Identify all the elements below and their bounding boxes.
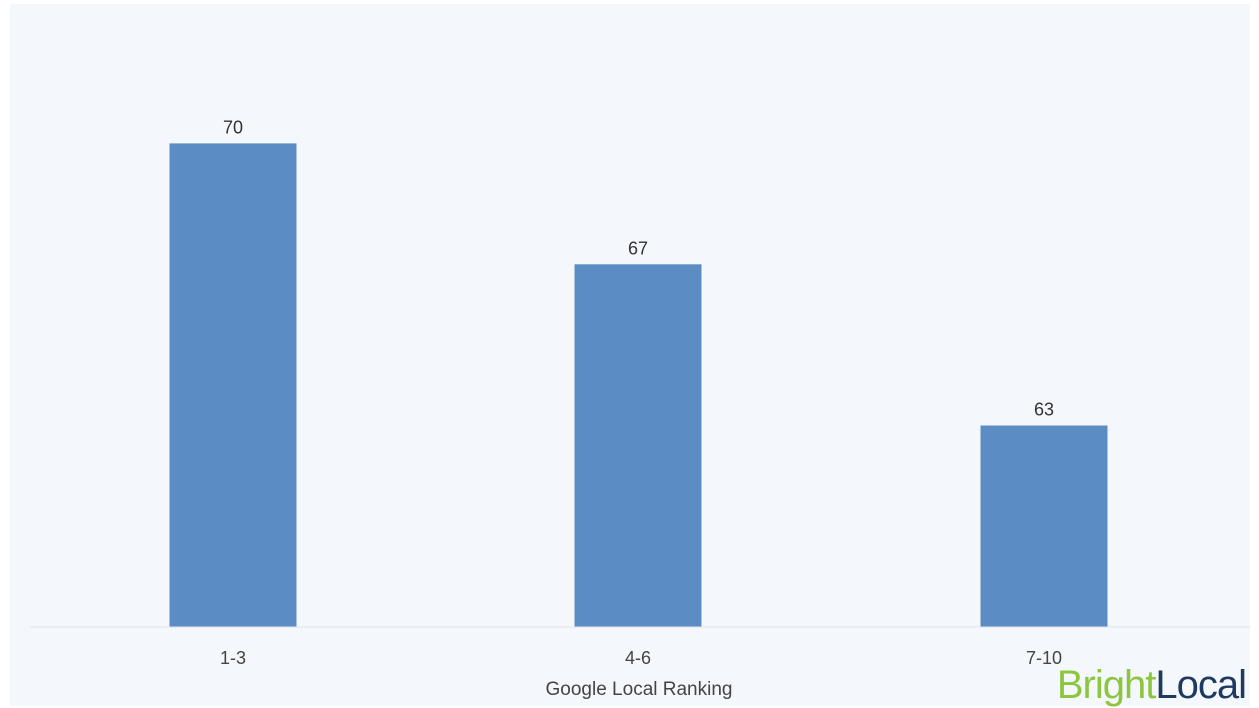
x-tick-labels: 1-3 4-6 7-10 bbox=[220, 648, 1062, 668]
x-tick-label-7-10: 7-10 bbox=[1026, 648, 1062, 668]
x-tick-label-4-6: 4-6 bbox=[625, 648, 651, 668]
logo-local: Local bbox=[1155, 663, 1246, 707]
data-label-7-10: 63 bbox=[1034, 400, 1054, 420]
bar-7-10 bbox=[980, 425, 1108, 627]
x-tick-label-1-3: 1-3 bbox=[220, 648, 246, 668]
bars: 70 67 63 bbox=[169, 117, 1108, 627]
logo-bright: Bright bbox=[1057, 663, 1156, 707]
data-label-4-6: 67 bbox=[628, 238, 648, 258]
data-label-1-3: 70 bbox=[223, 117, 243, 137]
bar-4-6 bbox=[574, 264, 702, 627]
bar-1-3 bbox=[169, 143, 297, 627]
brightlocal-logo: BrightLocal bbox=[1057, 663, 1246, 707]
x-axis-title: Google Local Ranking bbox=[546, 679, 733, 700]
